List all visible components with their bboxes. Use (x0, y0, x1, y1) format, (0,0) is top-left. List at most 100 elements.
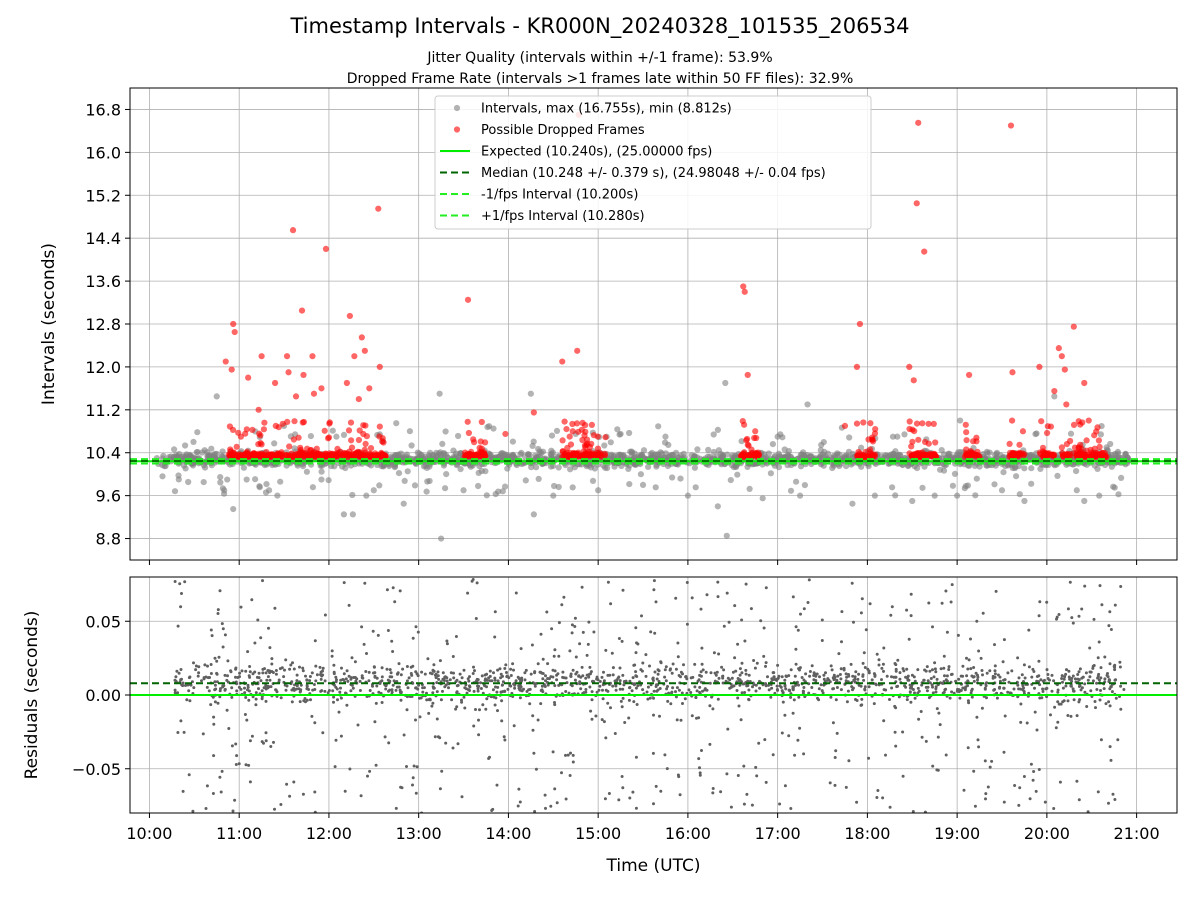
residuals-xtick-label: 17:00 (755, 824, 801, 843)
residual-point (493, 610, 497, 614)
residual-point (204, 807, 208, 810)
residual-point (663, 675, 667, 679)
interval-point (845, 448, 853, 455)
interval-point (647, 451, 654, 458)
residual-point (375, 684, 379, 688)
residual-point (1086, 678, 1090, 682)
residual-point (683, 697, 687, 701)
interval-point (423, 488, 430, 495)
residual-point (654, 784, 658, 788)
residual-point (611, 684, 615, 688)
dropped-frame-point (477, 438, 484, 445)
residual-point (628, 796, 632, 800)
residual-point (908, 686, 912, 690)
dropped-frame-point (841, 422, 849, 430)
residual-point (860, 597, 864, 601)
residual-point (923, 810, 927, 813)
residual-point (745, 792, 749, 796)
interval-point (175, 472, 182, 479)
residual-point (614, 688, 618, 692)
residual-point (1111, 792, 1115, 796)
interval-point (160, 452, 167, 460)
residual-point (977, 745, 981, 749)
residual-point (933, 661, 937, 665)
interval-point (607, 439, 614, 446)
residual-point (1098, 698, 1102, 702)
residual-point (847, 673, 850, 676)
residual-point (299, 688, 303, 692)
residual-point (509, 674, 513, 677)
residual-point (246, 683, 250, 687)
residual-point (173, 688, 177, 692)
residual-point (873, 674, 877, 678)
residual-point (499, 672, 503, 676)
residual-point (463, 706, 467, 710)
residual-point (380, 675, 384, 679)
dropped-frame-point (569, 428, 576, 435)
residual-point (698, 673, 702, 677)
dropped-frame-point (911, 428, 918, 435)
dropped-frame-point (1070, 323, 1077, 330)
residual-point (439, 698, 443, 702)
residual-point (652, 696, 655, 700)
interval-point (378, 463, 385, 470)
dropped-frame-point (295, 434, 302, 441)
residual-point (820, 639, 824, 642)
residual-point (514, 679, 518, 683)
residual-point (441, 671, 445, 675)
interval-point (252, 476, 259, 483)
dropped-frame-point (360, 422, 367, 429)
residual-point (308, 675, 312, 678)
residual-point (200, 679, 203, 683)
residual-point (536, 718, 540, 722)
dropped-frames-series (222, 111, 1110, 461)
dropped-frame-point (376, 433, 383, 440)
interval-point (776, 452, 783, 460)
residual-point (1113, 668, 1117, 672)
residual-point (603, 797, 607, 801)
interval-point (655, 423, 662, 430)
residual-point (847, 759, 851, 763)
residual-point (640, 614, 643, 618)
interval-point (894, 433, 901, 440)
residual-point (255, 675, 259, 679)
dropped-frame-point (594, 433, 601, 440)
dropped-frame-point (326, 419, 333, 426)
dropped-frame-point (862, 448, 869, 456)
residual-point (432, 663, 436, 667)
interval-point (945, 450, 952, 457)
dropped-frame-point (913, 200, 920, 207)
residual-point (1089, 689, 1093, 693)
residual-point (651, 751, 655, 755)
residual-point (472, 665, 475, 669)
dropped-frame-point (932, 453, 940, 460)
residual-point (984, 682, 988, 686)
residual-point (861, 673, 865, 677)
interval-point (652, 484, 659, 491)
interval-point (307, 433, 314, 440)
residual-point (961, 664, 965, 668)
residual-point (920, 683, 924, 687)
residual-point (265, 678, 269, 682)
residual-point (1020, 673, 1024, 677)
dropped-frame-point (1085, 417, 1092, 424)
residual-point (598, 684, 602, 688)
residual-point (676, 641, 680, 645)
residual-point (726, 727, 730, 731)
dropped-frame-point (376, 423, 383, 430)
interval-point (662, 439, 669, 446)
residual-point (462, 695, 466, 699)
residual-point (945, 630, 949, 634)
residual-point (716, 595, 720, 599)
residual-point (1119, 585, 1123, 588)
residual-point (451, 655, 455, 658)
residual-point (698, 773, 702, 777)
residual-point (275, 690, 279, 694)
residual-point (663, 753, 667, 757)
residual-point (882, 688, 886, 692)
residual-point (736, 642, 740, 646)
residual-point (920, 735, 924, 739)
interval-point (439, 440, 446, 447)
interval-point (460, 487, 467, 494)
